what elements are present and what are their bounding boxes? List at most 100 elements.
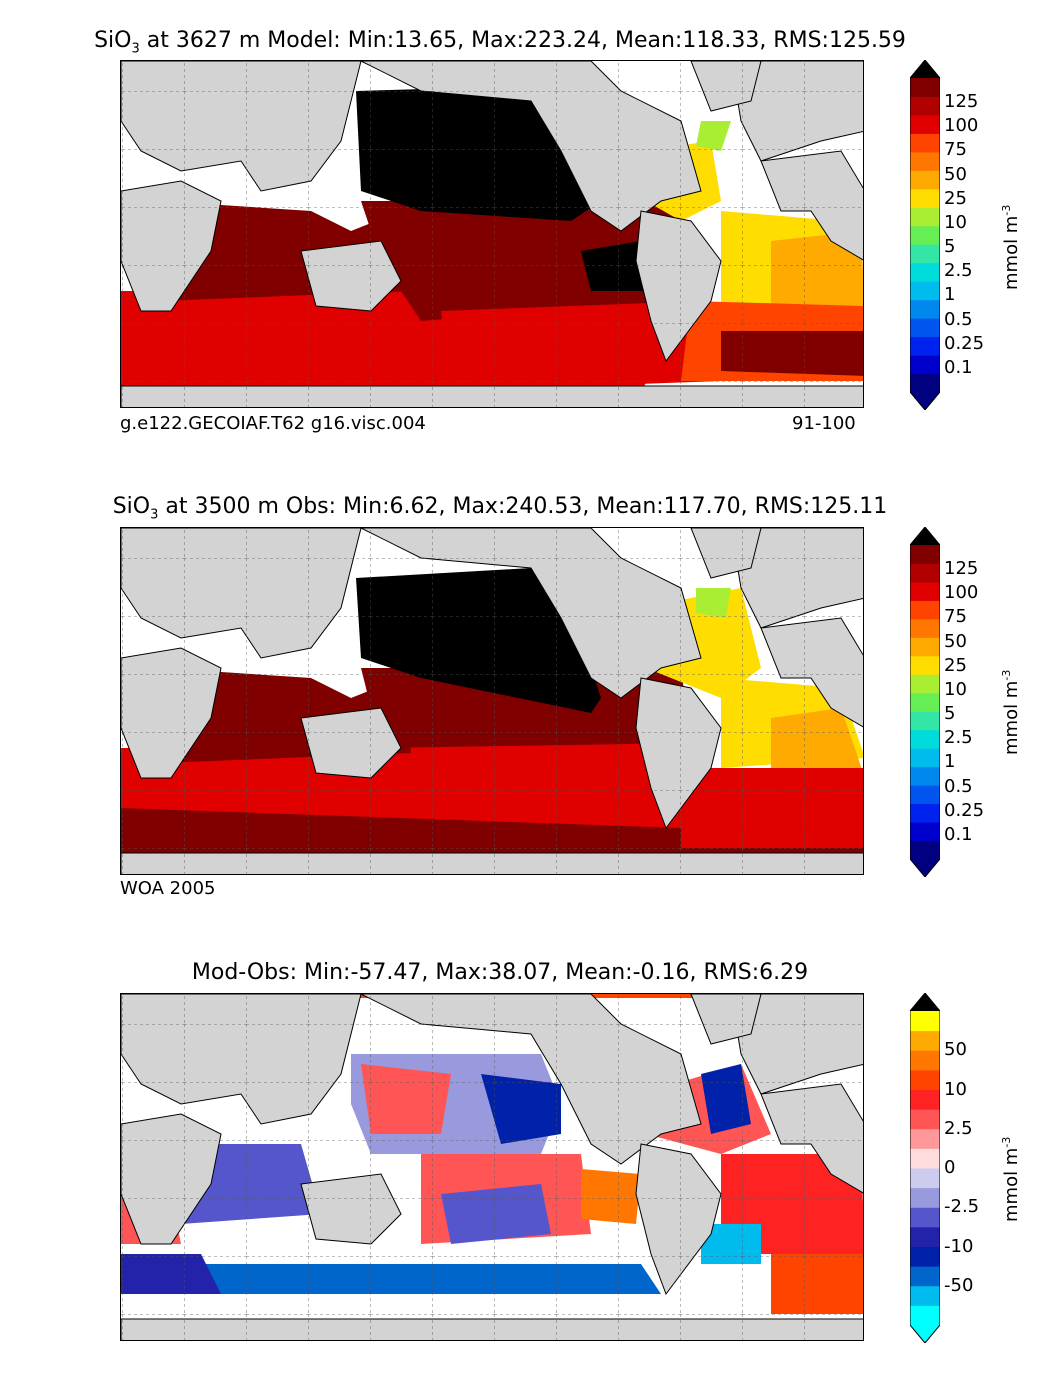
colorbar-tick-label: 10 xyxy=(944,211,967,233)
colorbar-band xyxy=(910,785,940,805)
colorbar-lower-extend xyxy=(910,1325,940,1343)
colorbar-band xyxy=(910,151,940,171)
colorbar-band xyxy=(910,114,940,134)
panel-1-caption-left: g.e122.GECOIAF.T62 g16.visc.004 xyxy=(120,413,426,434)
colorbar-band xyxy=(910,822,940,842)
colorbar-lower-extend xyxy=(910,392,940,410)
colorbar-band xyxy=(910,1226,940,1247)
colorbar-tick-label: 0.5 xyxy=(944,308,973,330)
panel-3-title: Mod-Obs: Min:-57.47, Max:38.07, Mean:-0.… xyxy=(191,960,809,985)
colorbar-tick-label: 75 xyxy=(944,139,967,161)
colorbar-band xyxy=(910,244,940,264)
colorbar-tick-label: 125 xyxy=(944,91,979,113)
colorbar-tick-label: -2.5 xyxy=(944,1196,980,1218)
colorbar-band xyxy=(910,840,940,860)
colorbar-tick-label: 125 xyxy=(944,558,979,580)
colorbar-tick-label: 0 xyxy=(944,1157,956,1178)
colorbar-band xyxy=(910,581,940,601)
colorbar-upper-extend xyxy=(910,60,940,78)
colorbar-band xyxy=(910,262,940,282)
colorbar-band xyxy=(910,170,940,190)
colorbar-band xyxy=(910,1089,940,1110)
colorbar-tick-label: 50 xyxy=(944,163,967,185)
panel-1-colorbar xyxy=(909,59,941,411)
panel-1-map xyxy=(120,60,864,408)
colorbar-upper-extend xyxy=(910,527,940,545)
colorbar-band xyxy=(910,637,940,657)
colorbar-band xyxy=(910,1148,940,1169)
colorbar-band xyxy=(910,618,940,638)
colorbar-band xyxy=(910,1305,940,1326)
colorbar-band xyxy=(910,318,940,338)
colorbar-band xyxy=(910,600,940,620)
colorbar-band xyxy=(910,655,940,675)
colorbar-tick-label: -10 xyxy=(944,1235,974,1257)
colorbar-band xyxy=(910,96,940,116)
panel-3-map xyxy=(120,993,864,1341)
panel-3-colorbar-unit: mmol m-3 xyxy=(1000,1136,1022,1222)
colorbar-band xyxy=(910,803,940,823)
colorbar-band xyxy=(910,133,940,153)
colorbar-tick-label: 25 xyxy=(944,654,967,676)
colorbar-tick-label: 0.1 xyxy=(944,356,973,378)
panel-2-map xyxy=(120,527,864,875)
colorbar-band xyxy=(910,1168,940,1189)
colorbar-band xyxy=(910,674,940,694)
colorbar-tick-label: 0.1 xyxy=(944,823,973,845)
colorbar-band xyxy=(910,1069,940,1090)
colorbar-band xyxy=(910,563,940,583)
colorbar-band xyxy=(910,1050,940,1071)
panel-3-colorbar xyxy=(909,992,941,1344)
colorbar-band xyxy=(910,1128,940,1149)
panel-2-colorbar-unit: mmol m-3 xyxy=(1000,669,1022,755)
colorbar-band xyxy=(910,1109,940,1130)
colorbar-tick-label: 10 xyxy=(944,1078,967,1100)
colorbar-band xyxy=(910,373,940,393)
colorbar-band xyxy=(910,766,940,786)
colorbar-band xyxy=(910,1207,940,1228)
colorbar-band xyxy=(910,711,940,731)
panel-1-title: SiO3 at 3627 m Model: Min:13.65, Max:223… xyxy=(94,28,906,57)
colorbar-band xyxy=(910,299,940,319)
colorbar-tick-label: 5 xyxy=(944,236,956,258)
colorbar-svg xyxy=(909,59,941,411)
colorbar-tick-label: 75 xyxy=(944,606,967,628)
colorbar-svg xyxy=(909,526,941,878)
panel-1-colorbar-unit: mmol m-3 xyxy=(1000,204,1022,290)
colorbar-tick-label: 0.25 xyxy=(944,332,985,354)
colorbar-tick-label: 2.5 xyxy=(944,727,973,749)
colorbar-upper-extend xyxy=(910,993,940,1011)
colorbar-band xyxy=(910,1011,940,1032)
colorbar-band xyxy=(910,1187,940,1208)
colorbar-band xyxy=(910,281,940,301)
colorbar-lower-extend xyxy=(910,859,940,877)
colorbar-svg xyxy=(909,992,941,1344)
colorbar-band xyxy=(910,188,940,208)
colorbar-band xyxy=(910,692,940,712)
colorbar-tick-label: 2.5 xyxy=(944,260,973,282)
colorbar-band xyxy=(910,355,940,375)
panel-1-caption-right: 91-100 xyxy=(792,413,856,434)
colorbar-band xyxy=(910,336,940,356)
colorbar-tick-label: -50 xyxy=(944,1274,974,1296)
panel-2-title: SiO3 at 3500 m Obs: Min:6.62, Max:240.53… xyxy=(112,494,888,523)
colorbar-band xyxy=(910,1266,940,1287)
colorbar-band xyxy=(910,78,940,97)
colorbar-tick-label: 25 xyxy=(944,187,967,209)
colorbar-tick-label: 5 xyxy=(944,703,956,725)
colorbar-band xyxy=(910,225,940,245)
colorbar-tick-label: 10 xyxy=(944,678,967,700)
colorbar-tick-label: 100 xyxy=(944,115,979,137)
panel-2-caption-left: WOA 2005 xyxy=(120,878,216,899)
colorbar-band xyxy=(910,207,940,227)
colorbar-tick-label: 100 xyxy=(944,582,979,604)
colorbar-tick-label: 50 xyxy=(944,1039,967,1061)
colorbar-tick-label: 0.25 xyxy=(944,799,985,821)
colorbar-band xyxy=(910,1285,940,1306)
colorbar-tick-label: 2.5 xyxy=(944,1117,973,1139)
colorbar-tick-label: 0.5 xyxy=(944,775,973,797)
colorbar-band xyxy=(910,729,940,749)
colorbar-band xyxy=(910,748,940,768)
colorbar-tick-label: 1 xyxy=(944,751,956,773)
colorbar-tick-label: 1 xyxy=(944,284,956,306)
